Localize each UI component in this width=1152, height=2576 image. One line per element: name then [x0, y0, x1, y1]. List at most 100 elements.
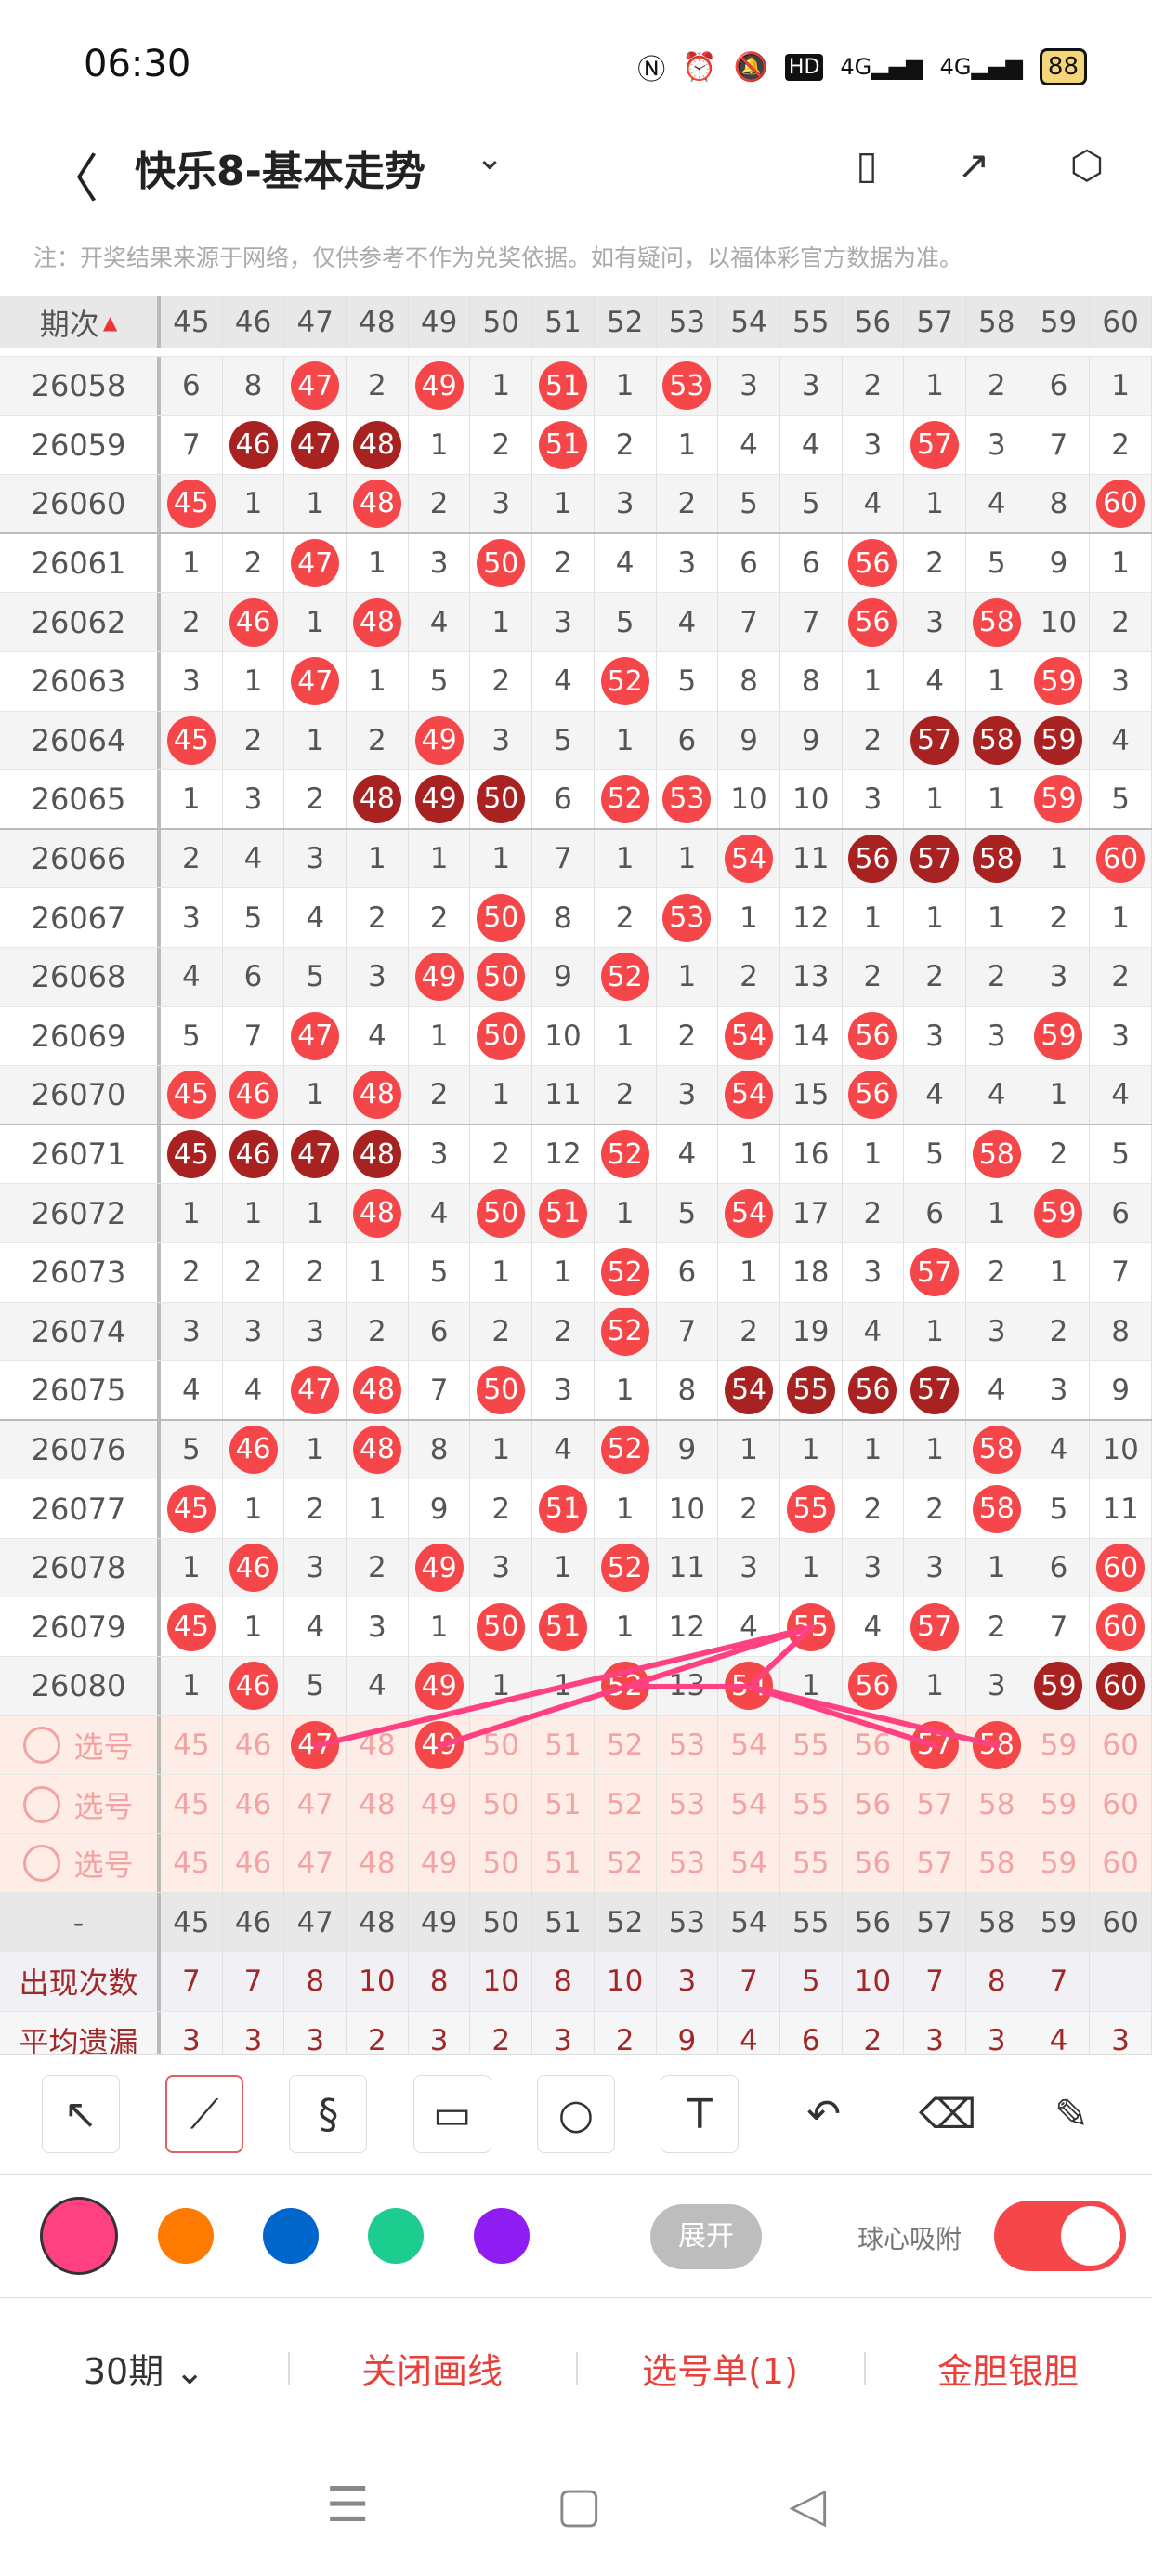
share-icon[interactable]: ↗ [957, 142, 990, 188]
select-number[interactable]: 58 [966, 1775, 1028, 1833]
column-header[interactable]: 50 [470, 296, 533, 348]
select-number[interactable]: 53 [657, 1715, 719, 1775]
column-header[interactable]: 48 [347, 296, 409, 348]
select-number[interactable]: 51 [532, 1833, 595, 1893]
select-number[interactable]: 48 [347, 1775, 409, 1833]
select-number[interactable]: 45 [161, 1715, 223, 1775]
select-number[interactable]: 55 [780, 1715, 843, 1775]
select-number[interactable]: 47 [284, 1775, 347, 1833]
select-number[interactable]: 54 [718, 1833, 780, 1893]
select-number[interactable]: 60 [1090, 1715, 1152, 1775]
column-header[interactable]: 54 [718, 296, 780, 348]
select-number[interactable]: 45 [161, 1775, 223, 1833]
select-number[interactable]: 52 [595, 1775, 657, 1833]
clear-icon[interactable]: ✎ [1054, 2090, 1089, 2138]
select-row-toggle[interactable]: 选号 [0, 1833, 161, 1893]
select-number[interactable]: 50 [470, 1775, 533, 1833]
color-swatch[interactable] [40, 2197, 118, 2275]
select-number[interactable]: 46 [223, 1833, 285, 1893]
column-header[interactable]: 56 [843, 296, 905, 348]
pick-list-button[interactable]: 选号单(1) [576, 2343, 864, 2394]
rectangle-icon[interactable]: ▭ [412, 2075, 491, 2153]
column-header[interactable]: 53 [657, 296, 719, 348]
select-number[interactable]: 55 [780, 1775, 843, 1833]
select-number[interactable]: 54 [718, 1715, 780, 1775]
curve-icon[interactable]: § [289, 2075, 368, 2153]
radio-circle-icon[interactable] [23, 1726, 61, 1764]
column-header[interactable]: 60 [1090, 296, 1152, 348]
select-number[interactable]: 59 [1028, 1833, 1091, 1893]
select-number[interactable]: 46 [223, 1775, 285, 1833]
radio-circle-icon[interactable] [23, 1785, 61, 1823]
select-number[interactable]: 49 [409, 1833, 471, 1893]
select-number[interactable]: 57 [904, 1715, 966, 1775]
expand-button[interactable]: 展开 [650, 2204, 762, 2269]
select-number[interactable]: 59 [1028, 1775, 1091, 1833]
back-button[interactable]: 〈 [46, 150, 98, 210]
circle-icon[interactable]: ○ [536, 2075, 615, 2153]
select-number[interactable]: 49 [409, 1775, 471, 1833]
menu-icon[interactable]: ☰ [325, 2477, 370, 2533]
settings-icon[interactable]: ⬡ [1069, 142, 1105, 188]
back-nav-icon[interactable]: ◁ [789, 2477, 827, 2533]
select-number[interactable]: 56 [843, 1775, 905, 1833]
arrow-icon[interactable]: ↖ [41, 2075, 120, 2153]
column-header[interactable]: 51 [532, 296, 595, 348]
select-number[interactable]: 47 [284, 1833, 347, 1893]
page-title[interactable]: 快乐8-基本走势 [135, 148, 425, 195]
select-number[interactable]: 58 [966, 1833, 1028, 1893]
device-layout-icon[interactable]: ▯ [856, 142, 878, 188]
column-header[interactable]: 57 [904, 296, 966, 348]
select-number[interactable]: 46 [223, 1715, 285, 1775]
selected-ball[interactable]: 47 [291, 1720, 340, 1769]
color-swatch[interactable] [368, 2208, 424, 2264]
select-number[interactable]: 58 [966, 1715, 1028, 1775]
select-number[interactable]: 49 [409, 1715, 471, 1775]
radio-circle-icon[interactable] [23, 1845, 61, 1883]
selected-ball[interactable]: 57 [910, 1720, 960, 1769]
column-header[interactable]: 52 [595, 296, 657, 348]
select-number[interactable]: 45 [161, 1833, 223, 1893]
line-icon[interactable]: ⟋ [164, 2075, 243, 2153]
select-number[interactable]: 51 [532, 1775, 595, 1833]
select-number[interactable]: 57 [904, 1833, 966, 1893]
select-number[interactable]: 56 [843, 1833, 905, 1893]
select-number[interactable]: 52 [595, 1715, 657, 1775]
select-number[interactable]: 50 [470, 1715, 533, 1775]
select-number[interactable]: 48 [347, 1715, 409, 1775]
select-number[interactable]: 47 [284, 1715, 347, 1775]
select-row-toggle[interactable]: 选号 [0, 1775, 161, 1833]
column-header[interactable]: 55 [780, 296, 843, 348]
column-header[interactable]: 45 [161, 296, 223, 348]
text-icon[interactable]: T [661, 2075, 740, 2153]
select-number[interactable]: 50 [470, 1833, 533, 1893]
sort-icon[interactable]: ▲ [102, 310, 118, 334]
color-swatch[interactable] [263, 2208, 319, 2264]
select-number[interactable]: 55 [780, 1833, 843, 1893]
selected-ball[interactable]: 49 [414, 1720, 464, 1769]
color-swatch[interactable] [474, 2208, 530, 2264]
select-number[interactable]: 59 [1028, 1715, 1091, 1775]
close-drawing-button[interactable]: 关闭画线 [288, 2343, 576, 2394]
column-header[interactable]: 59 [1028, 296, 1091, 348]
gold-silver-button[interactable]: 金胆银胆 [864, 2343, 1152, 2394]
snap-toggle[interactable] [994, 2201, 1126, 2271]
select-number[interactable]: 60 [1090, 1833, 1152, 1893]
select-number[interactable]: 52 [595, 1833, 657, 1893]
chevron-down-icon[interactable]: ⌄ [476, 139, 504, 177]
select-number[interactable]: 53 [657, 1833, 719, 1893]
select-number[interactable]: 48 [347, 1833, 409, 1893]
column-header[interactable]: 49 [409, 296, 471, 348]
column-header[interactable]: 58 [966, 296, 1028, 348]
select-number[interactable]: 57 [904, 1775, 966, 1833]
select-number[interactable]: 53 [657, 1775, 719, 1833]
home-icon[interactable]: ▢ [556, 2477, 602, 2533]
period-count-dropdown[interactable]: 30期 ⌄ [83, 2350, 205, 2392]
select-row-toggle[interactable]: 选号 [0, 1715, 161, 1775]
period-header[interactable]: 期次 ▲ [0, 296, 161, 348]
column-header[interactable]: 47 [284, 296, 347, 348]
undo-icon[interactable]: ↶ [806, 2090, 842, 2138]
select-number[interactable]: 56 [843, 1715, 905, 1775]
color-swatch[interactable] [158, 2208, 214, 2264]
selected-ball[interactable]: 58 [972, 1720, 1021, 1769]
